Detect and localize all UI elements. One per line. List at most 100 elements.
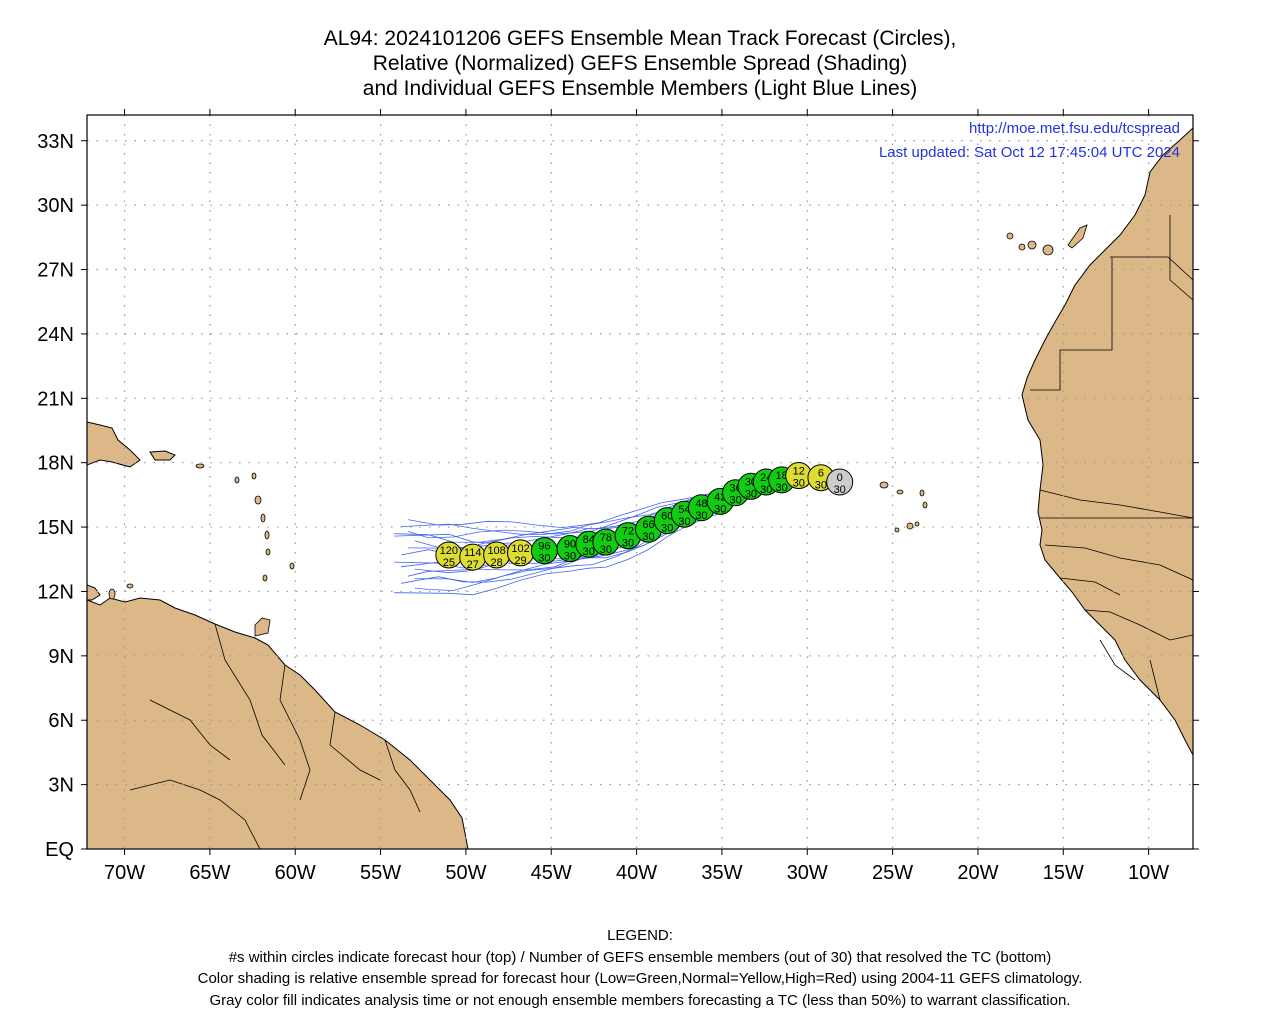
africa-land [1021,127,1193,756]
land-layer [87,127,1193,849]
lon-tick-label: 20W [957,862,998,884]
lat-tick-label: 3N [48,775,74,797]
lat-tick-label: 33N [37,131,74,153]
lon-tick-label: 55W [360,862,401,884]
member-count-label: 30 [793,478,805,490]
forecast-hour-label: 96 [538,541,550,553]
colombia-land [87,584,101,601]
member-count-label: 30 [714,503,726,515]
forecast-hour-label: 6 [818,468,824,480]
south-america-borders [129,623,421,849]
lon-tick-label: 50W [445,862,486,884]
member-count-label: 30 [695,510,707,522]
member-count-label: 30 [564,551,576,563]
member-count-label: 30 [600,544,612,556]
plot-frame [86,114,1194,850]
forecast-hour-label: 90 [564,539,576,551]
member-count-label: 30 [760,484,772,496]
lon-tick-label: 15W [1043,862,1084,884]
chart-title: AL94: 2024101206 GEFS Ensemble Mean Trac… [0,26,1280,101]
title-line-3: and Individual GEFS Ensemble Members (Li… [362,77,918,100]
legend: LEGEND: #s within circles indicate forec… [0,925,1280,1011]
lon-tick-label: 65W [189,862,230,884]
lat-tick-label: 27N [37,260,74,282]
forecast-hour-label: 78 [600,532,612,544]
member-count-label: 30 [661,523,673,535]
axis-ticks: 70W 65W 60W 55W 50W 45W 40W 35W 30W 25W 20W 15W 10W E… [37,109,1199,884]
forecast-hour-label: 114 [464,547,482,559]
cape-verde-islands [879,481,928,533]
lon-tick-label: 25W [872,862,913,884]
member-count-label: 30 [834,484,846,496]
member-count-label: 28 [491,557,503,569]
member-count-label: 27 [467,559,479,571]
forecast-hour-label: 72 [622,526,634,538]
member-count-label: 30 [815,480,827,492]
lon-tick-label: 30W [787,862,828,884]
lon-tick-label: 60W [275,862,316,884]
lat-tick-label: 9N [48,646,74,668]
lat-tick-label: 15N [37,517,74,539]
track-point-circle [826,468,854,496]
track-point: 030 [826,468,854,496]
member-count-label: 30 [622,538,634,550]
member-count-label: 30 [642,531,654,543]
forecast-hour-label: 84 [583,534,595,546]
forecast-hour-label: 18 [776,470,788,482]
lat-tick-label: 24N [37,324,74,346]
lesser-antilles [108,463,295,637]
legend-heading: LEGEND: [607,927,673,944]
lon-tick-label: 35W [701,862,742,884]
africa-borders [1030,215,1193,701]
forecast-hour-label: 102 [511,543,529,555]
hispaniola-land [87,421,141,468]
lat-tick-label: 6N [48,710,74,732]
member-count-label: 30 [678,516,690,528]
forecast-hour-label: 0 [837,472,843,484]
canary-islands [1006,224,1088,256]
forecast-hour-label: 12 [793,466,805,478]
lon-tick-label: 10W [1128,862,1169,884]
member-count-label: 29 [514,555,526,567]
lat-tick-label: EQ [45,839,74,861]
lon-tick-label: 70W [104,862,145,884]
lon-tick-label: 45W [531,862,572,884]
grid-lines [87,115,1193,849]
mean-track-circles: 1202511427108281022996309030843078307230… [435,462,854,571]
member-count-label: 25 [443,557,455,569]
title-line-2: Relative (Normalized) GEFS Ensemble Spre… [372,52,908,75]
lat-tick-label: 18N [37,453,74,475]
forecast-hour-label: 108 [487,545,505,557]
lon-tick-label: 40W [616,862,657,884]
legend-line-3: Gray color fill indicates analysis time … [209,991,1071,1009]
puerto-rico-land [149,450,176,461]
lat-tick-label: 30N [37,195,74,217]
legend-line-1: #s within circles indicate forecast hour… [228,948,1052,966]
source-url-link[interactable]: http://moe.met.fsu.edu/tcspread [969,120,1180,137]
legend-line-2: Color shading is relative ensemble sprea… [197,970,1083,987]
member-count-label: 30 [776,482,788,494]
last-updated-text: Last updated: Sat Oct 12 17:45:04 UTC 20… [879,144,1180,161]
member-count-label: 30 [729,495,741,507]
member-count-label: 30 [538,553,550,565]
forecast-hour-label: 120 [440,545,458,557]
title-line-1: AL94: 2024101206 GEFS Ensemble Mean Trac… [323,27,957,50]
forecast-hour-label: 54 [678,504,690,516]
member-count-label: 30 [583,546,595,558]
forecast-hour-label: 66 [642,519,654,531]
member-count-label: 30 [745,488,757,500]
lat-tick-label: 12N [37,581,74,603]
lat-tick-label: 21N [37,388,74,410]
forecast-hour-label: 60 [661,511,673,523]
forecast-hour-label: 48 [695,498,707,510]
